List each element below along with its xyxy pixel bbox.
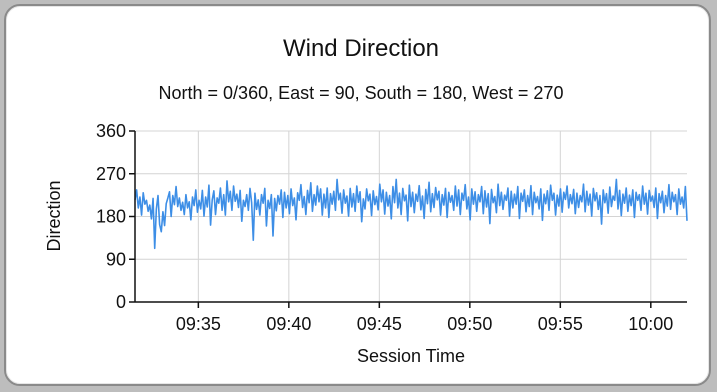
x-tick-label: 09:40 — [266, 314, 311, 334]
y-tick-label: 0 — [116, 292, 126, 312]
x-tick-label: 09:50 — [447, 314, 492, 334]
axes — [129, 130, 687, 308]
x-tick-label: 09:55 — [538, 314, 583, 334]
chart-title: Wind Direction — [283, 35, 439, 62]
grid-lines — [135, 130, 687, 302]
y-tick-label: 270 — [96, 164, 126, 184]
series-line-wind-direction — [134, 178, 688, 250]
x-axis-label: Session Time — [357, 346, 465, 366]
y-tick-label: 180 — [96, 207, 126, 227]
x-tick-label: 09:45 — [357, 314, 402, 334]
x-tick-label: 09:35 — [176, 314, 221, 334]
y-axis-label: Direction — [44, 180, 64, 251]
y-tick-label: 360 — [96, 121, 126, 141]
y-tick-label: 90 — [106, 249, 126, 269]
tick-labels: 0 90 180 270 360 09:35 09:40 09:45 09:50 09:55 10:… — [96, 121, 673, 334]
series-layer — [134, 178, 688, 250]
chart-subtitle: North = 0/360, East = 90, South = 180, W… — [159, 83, 564, 103]
x-tick-label: 10:00 — [628, 314, 673, 334]
